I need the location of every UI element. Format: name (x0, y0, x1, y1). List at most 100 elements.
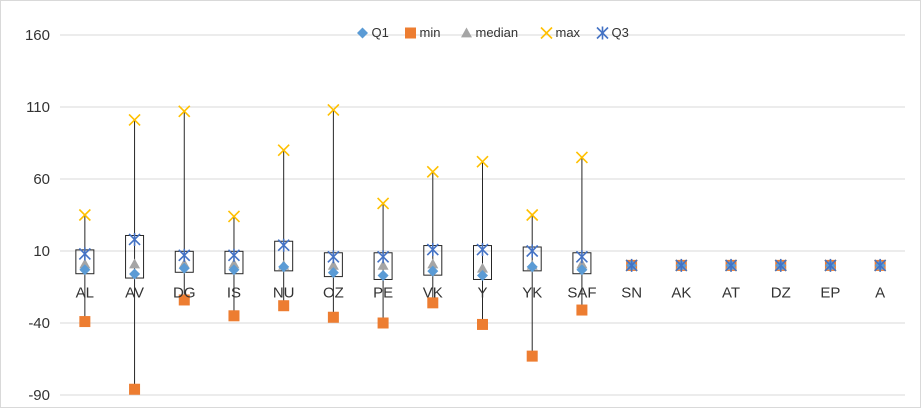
marker-max-SAF (575, 151, 588, 164)
y-tick-label: 60 (33, 171, 50, 188)
marker-max-NU-stroke (277, 144, 290, 157)
marker-q1-IS (228, 264, 240, 276)
marker-min-IS (228, 310, 240, 322)
category-label-SN: SN (621, 284, 642, 301)
category-label-A: A (875, 284, 885, 301)
marker-median-VK (427, 258, 439, 269)
marker-max-VK (426, 165, 439, 178)
legend-label-min: min (420, 25, 441, 40)
legend-item-median: median (461, 25, 518, 40)
marker-max-SAF-stroke (575, 151, 588, 164)
marker-min-PE (377, 317, 389, 329)
legend-item-max: max (540, 25, 581, 40)
marker-min-NU (278, 300, 290, 312)
marker-max-PE-stroke (377, 197, 390, 210)
marker-median-PE (377, 259, 389, 270)
marker-max-DG-stroke (178, 105, 191, 118)
category-label-AT: AT (722, 284, 740, 301)
marker-min-SAF (576, 304, 588, 316)
marker-max-AV (128, 113, 141, 127)
marker-median-AV (129, 258, 141, 269)
marker-max-IS (227, 210, 241, 223)
marker-q3-AL (78, 247, 91, 261)
category-label-AV: AV (125, 284, 144, 301)
marker-q3-A (874, 258, 887, 272)
marker-q1-AL (79, 264, 91, 276)
category-label-DG: DG (173, 284, 196, 301)
marker-min-AV (129, 383, 141, 395)
marker-min-YK (526, 350, 538, 362)
marker-q1-Y (477, 269, 488, 281)
marker-q1-SAF (576, 264, 588, 276)
y-tick-label: -90 (28, 387, 50, 404)
category-label-OZ: OZ (323, 284, 344, 301)
category-label-NU: NU (273, 284, 295, 301)
marker-q3-AV (128, 232, 141, 246)
marker-min-AL (79, 316, 91, 328)
marker-q1-OZ (327, 267, 339, 279)
marker-q3-AK (675, 258, 688, 272)
marker-q1-PE (377, 269, 389, 281)
marker-q1-VK (427, 265, 439, 277)
marker-max-VK-stroke (426, 165, 439, 178)
marker-q3-NU (277, 238, 290, 252)
y-axis-ticks: 160 110 60 10 -40 -90 (25, 27, 50, 404)
legend-item-min: min (405, 25, 440, 40)
marker-q1-DG (178, 262, 190, 274)
marker-max-AL (78, 208, 91, 222)
marker-max-IS-stroke (227, 210, 241, 223)
y-tick-label: -40 (28, 315, 50, 332)
legend-label-median: median (476, 25, 519, 40)
category-label-VK: VK (423, 284, 443, 301)
legend-item-q1: Q1 (357, 25, 389, 40)
marker-max-AL-stroke (78, 208, 91, 222)
marker-min-VK (427, 297, 439, 309)
legend-item-q3: Q3 (596, 25, 629, 40)
marker-max-Y (476, 155, 489, 168)
y-tick-label: 110 (26, 99, 50, 116)
category-label-EP: EP (820, 284, 840, 301)
marker-q3-Y (476, 243, 489, 257)
marker-max-YK-stroke (526, 208, 539, 222)
category-label-SAF: SAF (567, 284, 596, 301)
marker-max-YK (526, 208, 539, 222)
legend-marker-q1 (357, 27, 368, 39)
marker-median-Y (477, 262, 488, 273)
marker-max-Y-stroke (476, 155, 489, 168)
marker-q3-VK (426, 243, 439, 257)
legend-marker-median (461, 27, 472, 38)
legend-marker-q3 (596, 26, 609, 40)
marker-q3-OZ (327, 250, 340, 264)
marker-q1-AV (129, 268, 141, 280)
marker-max-AV-stroke (128, 113, 141, 127)
category-label-IS: IS (227, 284, 241, 301)
marker-median-AL (79, 258, 91, 269)
marker-q3-IS (227, 248, 241, 262)
legend-label-q3: Q3 (612, 25, 629, 40)
marker-max-PE (377, 197, 390, 210)
category-label-YK: YK (522, 284, 542, 301)
category-label-PE: PE (373, 284, 393, 301)
marker-median-SAF (576, 258, 588, 269)
marker-q1-YK (526, 261, 538, 273)
category-label-Y: Y (477, 284, 487, 301)
marker-q3-SN (625, 258, 638, 272)
marker-q3-DZ (774, 258, 787, 272)
legend: Q1 min median max Q3 (357, 25, 629, 40)
marker-median-IS (228, 258, 240, 269)
marker-max-OZ-stroke (327, 103, 340, 116)
marker-min-DG (178, 294, 190, 306)
category-label-AL: AL (76, 284, 94, 301)
marker-max-OZ (327, 103, 340, 116)
legend-label-q1: Q1 (372, 25, 389, 40)
category-labels: AL AV DG IS NU OZ PE VK Y YK SAF SN AK AT DZ EP A (76, 284, 885, 301)
y-tick-label: 160 (25, 27, 50, 44)
legend-marker-max-stroke (540, 26, 553, 40)
markers (78, 103, 887, 395)
category-label-DZ: DZ (771, 284, 791, 301)
marker-min-OZ (327, 311, 339, 323)
y-tick-label: 10 (33, 243, 50, 260)
